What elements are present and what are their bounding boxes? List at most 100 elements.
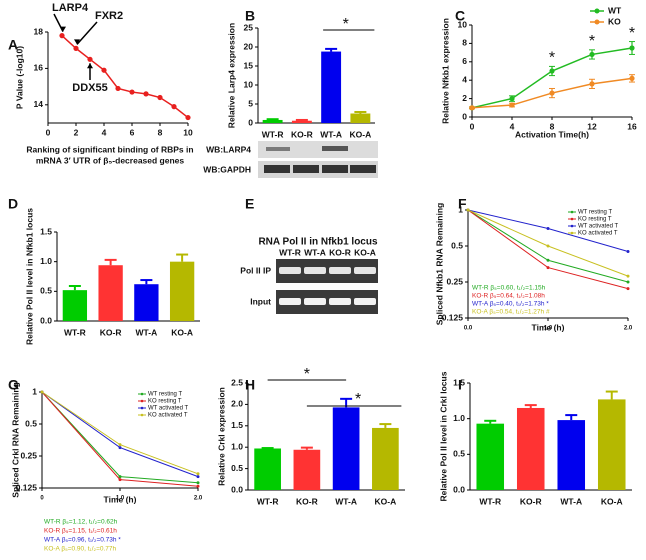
x-tick-label: 6 — [130, 127, 135, 137]
x-tick-label: WT-R — [479, 496, 501, 506]
y-tick-label: 1.0 — [40, 256, 52, 266]
x-tick-label: KO-R — [296, 496, 318, 506]
lane-label: WT-A — [304, 247, 326, 257]
x-tick-label: 0 — [46, 127, 51, 137]
legend-label: WT resting T — [578, 210, 612, 216]
point — [196, 484, 200, 488]
x-tick-label: KO-A — [171, 327, 193, 337]
x-tick-label: KO-R — [291, 129, 313, 139]
bar — [350, 113, 371, 123]
x-tick-label: 0 — [470, 121, 475, 131]
point — [549, 68, 555, 74]
x-tick-label: KO-A — [350, 129, 372, 139]
y-tick-label: 4 — [462, 74, 467, 84]
x-tick-label: 8 — [550, 121, 555, 131]
blot-band — [293, 165, 319, 173]
legend-label: WT resting T — [148, 392, 182, 398]
point — [626, 249, 630, 253]
point — [157, 94, 163, 101]
bar — [62, 290, 88, 321]
point — [59, 33, 65, 39]
point — [629, 45, 635, 51]
x-tick-label: 4 — [510, 121, 515, 131]
x-tick-label: 0 — [40, 496, 44, 502]
arrow-head — [87, 63, 93, 69]
legend-label: KO — [608, 16, 621, 26]
bar — [254, 448, 281, 490]
x-tick-label: KO-R — [100, 327, 122, 337]
lane-label: KO-R — [329, 247, 351, 257]
point — [185, 114, 191, 121]
y-tick-label: 2.0 — [231, 399, 243, 409]
x-tick-label: 16 — [627, 121, 637, 131]
y-tick-label: 0.125 — [442, 312, 464, 322]
gel-row-label: Input — [250, 296, 271, 306]
y-tick-label: 2.5 — [231, 377, 243, 387]
x-tick-label: 2 — [74, 127, 79, 137]
blot-larp4 — [258, 141, 378, 158]
y-tick-label: 15 — [244, 60, 254, 70]
y-tick-label: 16 — [34, 63, 44, 73]
y-tick-label: 0.5 — [451, 240, 463, 250]
point — [40, 390, 44, 394]
y-tick-label: 1 — [32, 386, 37, 396]
point — [196, 475, 200, 479]
annotation-arrow — [76, 21, 98, 45]
x-tick-label: 4 — [102, 127, 107, 137]
y-tick-label: 0.5 — [453, 449, 465, 459]
legend-label: KO resting T — [148, 399, 182, 405]
x-tick-label: WT-A — [560, 496, 582, 506]
y-tick-label: 1.5 — [231, 420, 243, 430]
legend-marker — [570, 210, 574, 214]
gel-band — [354, 267, 376, 274]
annotation: FXR2 — [95, 10, 123, 22]
panel-label: C — [455, 8, 465, 24]
y-tick-label: 0 — [462, 111, 467, 121]
legend-marker — [140, 413, 144, 417]
annotation: DDX55 — [72, 82, 107, 94]
gel-row-label: Pol II IP — [240, 265, 271, 275]
blot-band — [264, 165, 290, 173]
y-tick-label: 2 — [462, 93, 467, 103]
bar — [291, 120, 312, 123]
legend-label: KO activated T — [148, 413, 188, 419]
y-tick-label: 1.5 — [40, 226, 52, 236]
stat-text: WT-A β₅=0.96, t₁/₂=0.73h * — [44, 537, 121, 544]
point — [469, 105, 475, 111]
sig-star: * — [629, 25, 635, 42]
x-tick-label: 1.0 — [544, 326, 553, 332]
arrow-head — [74, 39, 80, 45]
point — [466, 208, 470, 212]
y-tick-label: 0 — [248, 117, 253, 127]
arrow-head — [60, 26, 66, 32]
x-tick-label: WT-A — [320, 129, 342, 139]
x-tick-label: 10 — [183, 127, 193, 137]
panel-label: A — [8, 37, 18, 53]
x-tick-label: WT-R — [64, 327, 86, 337]
y-axis-label: Relative Pol II level in Crkl locus — [438, 371, 448, 501]
x-tick-label: 2.0 — [194, 496, 203, 502]
point — [629, 75, 635, 81]
gel-band — [279, 267, 301, 274]
x-axis-label: Time (h) — [532, 322, 565, 332]
bar — [516, 407, 545, 490]
gel-band — [329, 267, 351, 274]
y-tick-label: 0.0 — [231, 484, 243, 494]
legend-label: WT activated T — [148, 406, 188, 412]
legend-label: WT — [608, 5, 622, 15]
gel-title: RNA Pol II in Nfkb1 locus — [258, 237, 378, 248]
y-tick-label: 25 — [244, 22, 254, 32]
point — [626, 280, 630, 284]
y-tick-label: 6 — [462, 56, 467, 66]
legend-marker — [594, 8, 600, 14]
point — [509, 102, 515, 108]
x-axis-label: Time (h) — [104, 494, 137, 504]
x-tick-label: WT-A — [335, 496, 357, 506]
point — [546, 244, 550, 248]
x-tick-label: 2.0 — [624, 326, 633, 332]
panel-label: H — [245, 377, 255, 393]
point — [549, 90, 555, 96]
bar — [134, 284, 159, 321]
sig-star: * — [589, 33, 595, 50]
